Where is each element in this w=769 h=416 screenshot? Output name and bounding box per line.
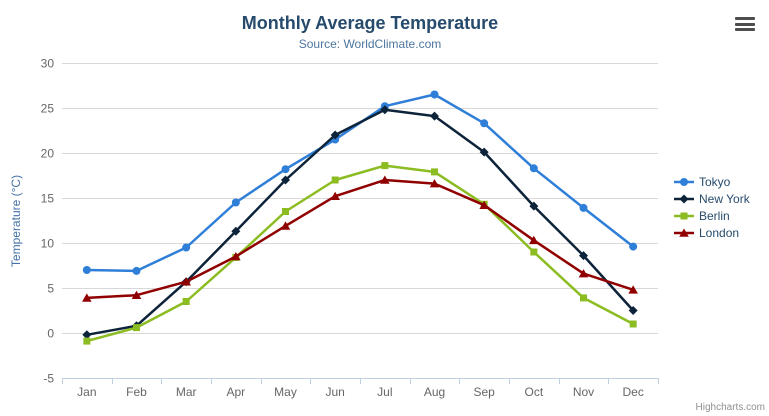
data-point-berlin[interactable] [530,248,538,256]
legend-marker-london [674,228,694,237]
legend-item-new-york[interactable]: New York [674,192,750,206]
data-point-new-york[interactable] [579,251,588,261]
data-point-new-york[interactable] [430,111,439,121]
y-axis-label: 25 [41,102,55,116]
series-line-berlin [85,164,635,343]
data-point-tokyo[interactable] [480,119,489,128]
legend-item-berlin[interactable]: Berlin [674,209,750,223]
hamburger-icon [735,28,755,31]
data-point-london[interactable] [479,200,489,209]
data-point-new-york[interactable] [330,130,340,140]
data-point-berlin[interactable] [282,208,289,215]
data-point-london[interactable] [429,179,440,188]
legend-item-london[interactable]: London [674,226,750,240]
legend-marker-new-york [674,194,694,204]
x-axis-label: Aug [424,385,445,399]
data-point-tokyo[interactable] [82,266,91,274]
data-point-berlin[interactable] [133,324,140,332]
y-axis-label: 10 [41,237,55,251]
data-point-berlin[interactable] [83,337,91,345]
data-point-london[interactable] [578,269,589,278]
x-axis-label: Dec [622,385,643,399]
x-axis-label: Feb [126,385,147,399]
data-point-berlin[interactable] [431,168,438,176]
x-axis-label: Apr [226,385,245,399]
y-axis-label: 20 [41,147,55,161]
data-point-london[interactable] [380,175,390,184]
series-tokyo [82,90,638,275]
legend: Tokyo New York Berlin London [674,175,750,240]
chart-title: Monthly Average Temperature [241,13,499,33]
data-point-new-york[interactable] [529,201,539,211]
x-axis-label: Sep [473,385,495,399]
data-point-new-york[interactable] [281,175,290,185]
data-point-tokyo[interactable] [579,203,588,212]
legend-symbol-new-york [679,194,689,204]
x-axis-label: Nov [573,385,594,399]
x-axis-label: Oct [524,385,543,399]
data-point-london[interactable] [330,191,340,200]
x-axis-label: Jun [325,385,344,399]
legend-symbol-berlin [680,212,688,220]
data-point-tokyo[interactable] [430,90,439,99]
data-point-berlin[interactable] [580,294,587,302]
legend-label-london: London [699,226,740,240]
legend-label-berlin: Berlin [699,209,730,223]
data-point-berlin[interactable] [381,162,389,170]
data-point-london[interactable] [231,252,241,261]
y-axis-label: 0 [47,327,54,341]
series-line-tokyo [85,93,635,273]
data-point-new-york[interactable] [82,330,92,340]
data-point-berlin[interactable] [331,176,339,184]
legend-marker-berlin [674,212,694,220]
data-point-london[interactable] [628,285,638,294]
y-axis-label: 30 [41,57,55,71]
data-point-new-york[interactable] [380,105,390,115]
y-axis-label: -5 [43,372,54,386]
series-new-york [82,105,638,340]
data-point-london[interactable] [131,290,142,299]
series-line-london [85,178,635,300]
y-axis-title: Temperature (°C) [9,174,23,268]
legend-item-tokyo[interactable]: Tokyo [674,175,750,189]
series-london [82,175,638,302]
legend-label-new-york: New York [699,192,750,206]
legend-symbol-tokyo [680,178,688,186]
legend-marker-tokyo [674,178,694,186]
data-point-berlin[interactable] [629,320,637,328]
data-point-tokyo[interactable] [281,165,290,174]
chart-subtitle: Source: WorldClimate.com [298,37,442,51]
data-point-tokyo[interactable] [182,243,191,252]
legend-label-tokyo: Tokyo [699,175,731,189]
x-axis-label: Jul [377,385,392,399]
x-axis-label: May [274,385,297,399]
data-point-tokyo[interactable] [629,242,638,251]
legend-symbol-london [679,228,689,237]
data-point-london[interactable] [280,221,291,230]
credits-link[interactable]: Highcharts.com [695,402,765,413]
data-point-new-york[interactable] [479,147,489,157]
data-point-new-york[interactable] [628,306,638,315]
data-point-tokyo[interactable] [529,164,538,173]
data-point-london[interactable] [82,293,92,302]
data-point-tokyo[interactable] [231,198,240,207]
data-point-new-york[interactable] [231,226,241,236]
data-point-london[interactable] [181,277,191,286]
context-menu-button[interactable] [735,17,755,31]
series-line-new-york [85,108,635,337]
data-point-london[interactable] [529,235,539,245]
hamburger-icon [735,17,755,20]
x-axis-label: Jan [77,385,96,399]
y-axis-label: 5 [47,282,54,296]
y-axis-label: 15 [41,192,55,206]
data-point-tokyo[interactable] [132,266,141,275]
hamburger-icon [735,22,755,26]
data-point-berlin[interactable] [182,298,190,305]
x-axis-label: Mar [176,385,197,399]
